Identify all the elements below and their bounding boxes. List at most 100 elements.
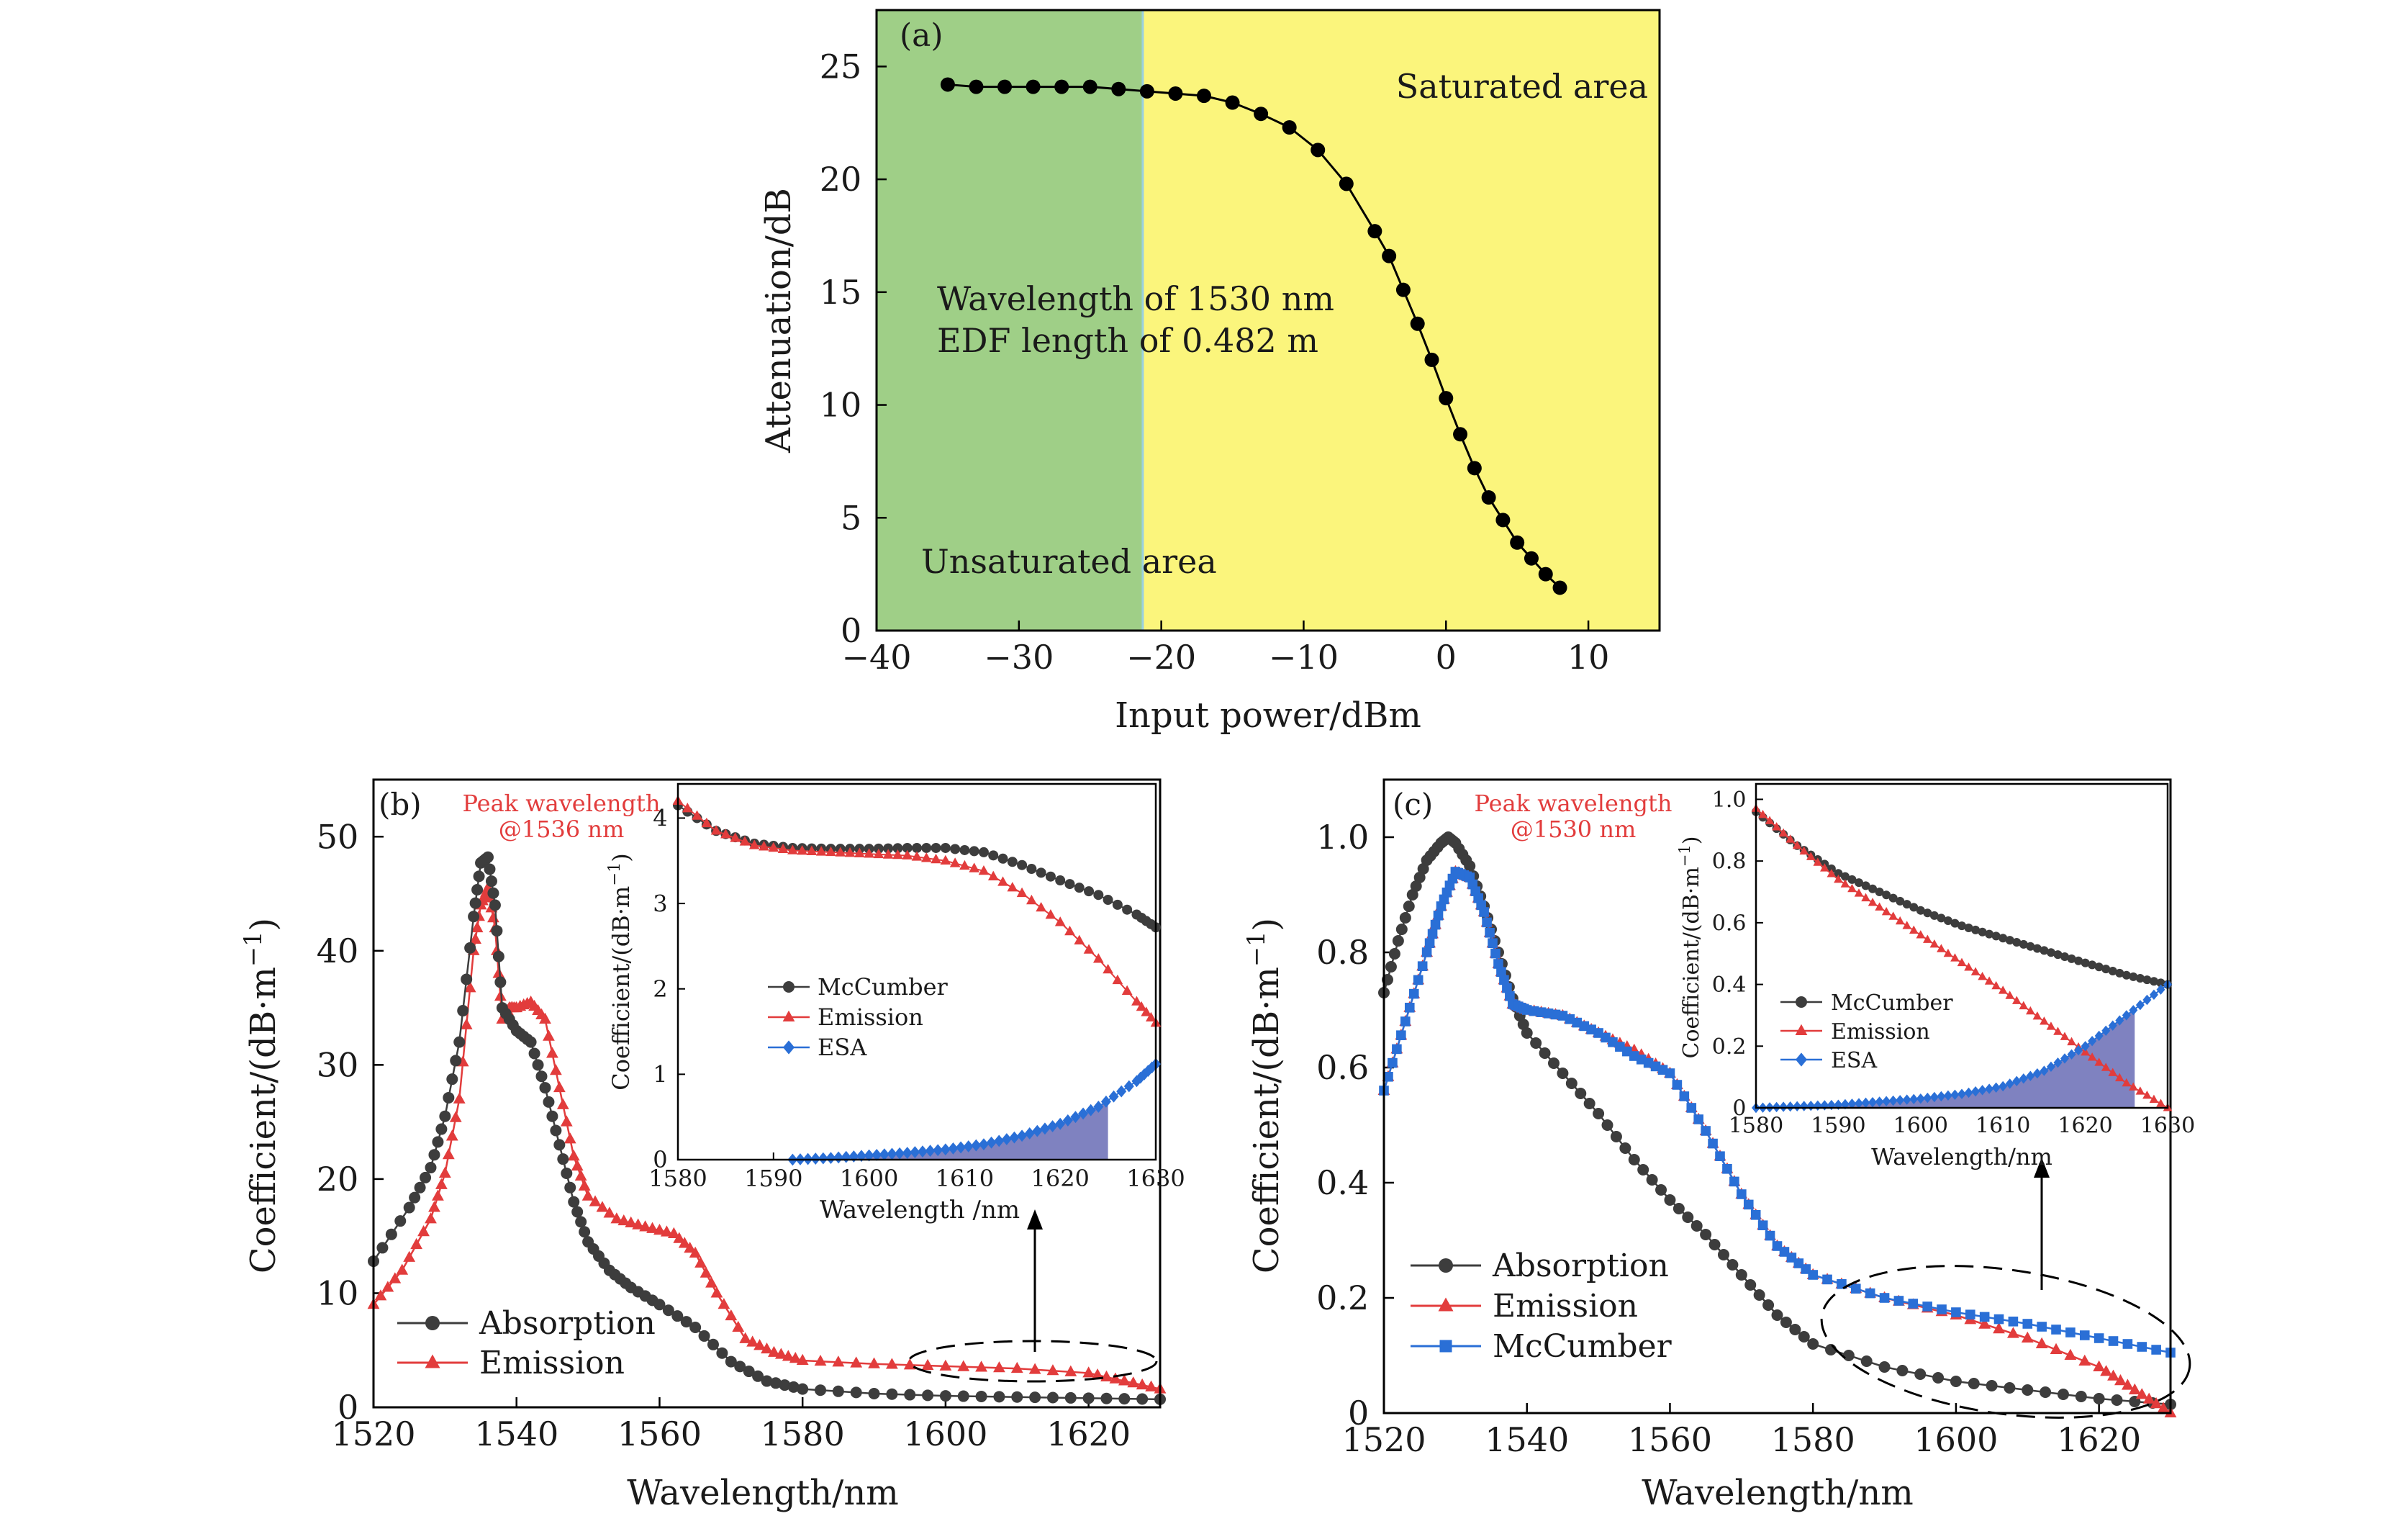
absorption-point <box>443 1091 455 1104</box>
attenuation-point <box>1552 580 1567 595</box>
absorption-point <box>1932 1372 1945 1384</box>
inset-emission-point <box>835 847 846 857</box>
emission-point <box>2093 1360 2106 1371</box>
inset-esa-point <box>1840 1098 1850 1110</box>
attenuation-point <box>969 79 984 94</box>
inset-emission-point <box>1957 957 1967 967</box>
inset-mccumber-point <box>1971 925 1981 934</box>
inset-mccumber-point <box>1840 872 1850 881</box>
absorption-point <box>461 973 473 985</box>
absorption-point <box>425 1162 437 1174</box>
inset-emission-point <box>1778 828 1788 837</box>
inset-esa-point <box>963 1140 974 1152</box>
inset-mccumber-point <box>1112 899 1123 910</box>
emission-point <box>667 1227 680 1239</box>
absorption-point <box>1673 1203 1685 1214</box>
inset-emission-point <box>787 844 798 854</box>
inset-esa-point <box>1991 1082 2001 1093</box>
x-tick-label: 1520 <box>1341 1420 1426 1459</box>
inset-emission-point <box>1064 925 1075 936</box>
mccumber-point <box>1490 948 1501 959</box>
inset-emission-point <box>2142 1090 2152 1099</box>
absorption-point <box>1547 1057 1560 1069</box>
inset-mccumber-point <box>1991 931 2001 941</box>
emission-point <box>417 1225 430 1237</box>
inset-mccumber-point <box>1923 908 1932 918</box>
inset-esa-point <box>1039 1122 1050 1135</box>
inset-legend-marker <box>1796 996 1807 1008</box>
y-axis-label: Attenuation/dB <box>759 188 799 454</box>
absorption-point <box>543 1096 555 1108</box>
inset-mccumber-point <box>892 843 903 854</box>
attenuation-point <box>1382 248 1397 263</box>
absorption-point <box>484 863 496 875</box>
y-tick-label: 20 <box>317 1160 359 1199</box>
emission-point <box>975 1361 987 1372</box>
inset-esa-point <box>879 1148 890 1161</box>
mccumber-point <box>1908 1299 1919 1309</box>
inset-mccumber-point <box>2060 952 2069 961</box>
inset-x-axis-label: Wavelength /nm <box>820 1196 1020 1224</box>
inset-esa-point <box>1032 1124 1043 1137</box>
x-tick-label: 1540 <box>474 1415 558 1453</box>
inset-emission-point <box>1112 974 1123 985</box>
mccumber-point <box>1430 919 1441 930</box>
emission-point <box>1100 1370 1113 1381</box>
inset-mccumber-point <box>931 842 941 853</box>
absorption-point <box>904 1389 916 1401</box>
absorption-point <box>743 1366 755 1378</box>
x-tick-label: −40 <box>841 638 911 677</box>
x-tick-label: 0 <box>1436 638 1457 677</box>
emission-point <box>469 932 481 944</box>
inset-emission-point <box>949 857 961 867</box>
inset-mccumber-point <box>2032 944 2042 953</box>
emission-point <box>957 1360 970 1371</box>
inset-esa-point <box>978 1138 989 1151</box>
inset-emission-point <box>825 846 836 857</box>
inset-emission-point <box>2081 1047 2090 1056</box>
inset-emission-point <box>1074 934 1085 944</box>
inset-esa-point <box>2101 1025 2111 1037</box>
inset-mccumber-point <box>1026 864 1037 875</box>
inset-esa-point <box>1139 1068 1150 1080</box>
inset-emission-point <box>864 848 874 858</box>
inset-esa-point <box>1078 1107 1089 1120</box>
inset-esa-point <box>1062 1114 1073 1127</box>
inset-emission-point <box>692 810 702 820</box>
inset-esa-point <box>1916 1093 1925 1104</box>
absorption-point <box>1708 1239 1721 1250</box>
emission-point <box>1145 1380 1157 1391</box>
mccumber-point <box>1937 1304 1947 1314</box>
emission-point <box>571 1159 584 1171</box>
x-tick-label: 1540 <box>1485 1420 1569 1459</box>
mccumber-point <box>2122 1339 2133 1349</box>
mccumber-point <box>1433 911 1444 921</box>
inset-esa-point <box>2019 1073 2028 1084</box>
inset-mccumber-point <box>978 847 989 857</box>
inset-emission-point <box>1136 1001 1147 1011</box>
mccumber-point <box>1499 975 1509 985</box>
absorption-point <box>525 1036 537 1048</box>
emission-point <box>2121 1379 2134 1390</box>
inset-emission-point <box>2060 1032 2070 1040</box>
inset-emission-point <box>1875 902 1884 911</box>
inset-esa-point <box>1793 1101 1802 1112</box>
inset-esa-point <box>2074 1044 2083 1056</box>
inset-mccumber-point <box>2026 942 2035 951</box>
inset-esa-point <box>1834 1099 1843 1110</box>
panel-label: (b) <box>379 787 422 822</box>
y-tick-label: 5 <box>841 498 861 537</box>
mccumber-point <box>1693 1114 1703 1124</box>
attenuation-point <box>1254 107 1269 122</box>
absorption-point <box>850 1386 862 1399</box>
plot-frame <box>1382 778 2172 1415</box>
y-tick-label: 0.6 <box>1316 1048 1369 1087</box>
absorption-point <box>797 1383 809 1395</box>
inset-emission-point <box>882 849 894 859</box>
mccumber-point <box>1851 1283 1861 1294</box>
inset-mccumber-point <box>1017 859 1028 870</box>
y-tick-label: 1.0 <box>1712 788 1747 813</box>
mccumber-point <box>1808 1270 1818 1280</box>
inset-emission-point <box>1854 888 1864 897</box>
absorption-point <box>1593 1108 1605 1119</box>
